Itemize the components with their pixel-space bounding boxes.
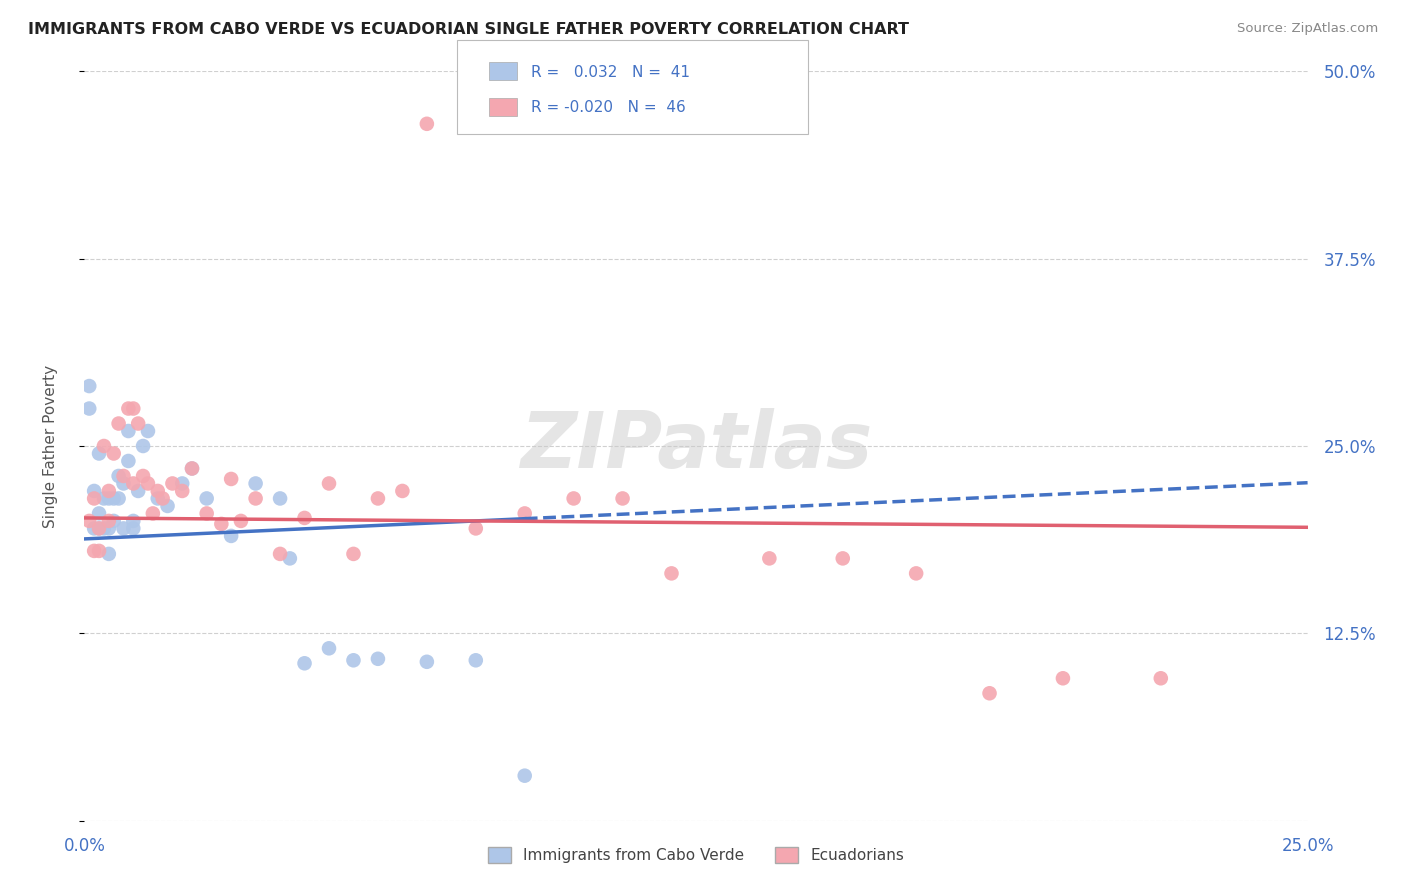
Point (156, 499, 179, 513)
Point (97, 521, 120, 535)
Point (979, 686, 1001, 700)
Point (318, 641, 340, 656)
Point (294, 511, 316, 525)
Point (97, 514, 120, 528)
Point (117, 401, 139, 416)
Point (831, 551, 853, 566)
Point (97, 491, 120, 506)
Point (209, 516, 232, 531)
Point (416, 117, 439, 131)
Point (122, 401, 145, 416)
Point (905, 566, 928, 581)
Point (117, 454, 139, 468)
Point (245, 476, 267, 491)
Point (103, 491, 125, 506)
Point (513, 769, 536, 783)
Point (97, 547, 120, 561)
Point (229, 514, 252, 528)
Point (103, 514, 125, 528)
Point (758, 551, 780, 566)
Point (136, 476, 159, 491)
Point (1052, 671, 1074, 685)
Point (172, 483, 194, 498)
Point (269, 547, 291, 561)
Point (245, 491, 267, 506)
Point (342, 547, 364, 561)
Point (132, 439, 155, 453)
Point (464, 521, 486, 535)
Point (127, 483, 149, 498)
Point (136, 424, 159, 438)
Point (107, 491, 129, 506)
Point (77, 514, 100, 528)
Point (367, 491, 389, 506)
Point (367, 652, 389, 666)
Point (87, 521, 110, 535)
Point (195, 507, 218, 521)
Point (195, 491, 218, 506)
Point (391, 483, 413, 498)
Point (77, 401, 100, 416)
Point (87, 507, 110, 521)
Legend: Immigrants from Cabo Verde, Ecuadorians: Immigrants from Cabo Verde, Ecuadorians (482, 841, 910, 869)
Point (132, 469, 155, 483)
Point (112, 469, 135, 483)
Point (142, 507, 165, 521)
Point (172, 476, 194, 491)
Point (87, 544, 110, 558)
Text: IMMIGRANTS FROM CABO VERDE VS ECUADORIAN SINGLE FATHER POVERTY CORRELATION CHART: IMMIGRANTS FROM CABO VERDE VS ECUADORIAN… (28, 22, 910, 37)
Point (464, 653, 486, 667)
Point (146, 491, 169, 506)
Point (107, 469, 129, 483)
Point (77, 379, 100, 393)
Point (112, 521, 135, 535)
Point (117, 424, 139, 438)
Point (93, 521, 115, 535)
Point (318, 476, 340, 491)
Point (661, 566, 683, 581)
Point (278, 551, 301, 566)
Point (152, 491, 174, 506)
Point (219, 529, 242, 543)
Point (112, 476, 135, 491)
Point (181, 461, 204, 475)
Point (93, 439, 115, 453)
Point (87, 446, 110, 460)
Point (162, 476, 184, 491)
Text: R =   0.032   N =  41: R = 0.032 N = 41 (531, 65, 690, 79)
Point (122, 521, 145, 535)
Point (269, 491, 291, 506)
Point (83, 491, 105, 506)
Text: Source: ZipAtlas.com: Source: ZipAtlas.com (1237, 22, 1378, 36)
Point (83, 521, 105, 535)
Text: R = -0.020   N =  46: R = -0.020 N = 46 (531, 101, 686, 115)
Point (83, 483, 105, 498)
Point (219, 472, 242, 486)
Point (1150, 671, 1173, 685)
Point (122, 514, 145, 528)
Point (83, 544, 105, 558)
Point (513, 507, 536, 521)
Point (416, 655, 439, 669)
Point (146, 483, 169, 498)
Point (87, 521, 110, 535)
Point (97, 483, 120, 498)
Point (107, 417, 129, 431)
Point (342, 653, 364, 667)
Y-axis label: Single Father Poverty: Single Father Poverty (44, 365, 58, 527)
Point (127, 417, 149, 431)
Point (93, 491, 115, 506)
Text: ZIPatlas: ZIPatlas (520, 408, 872, 484)
Point (612, 491, 634, 506)
Point (122, 476, 145, 491)
Point (562, 491, 585, 506)
Point (294, 657, 316, 671)
Point (181, 461, 204, 475)
Point (103, 446, 125, 460)
